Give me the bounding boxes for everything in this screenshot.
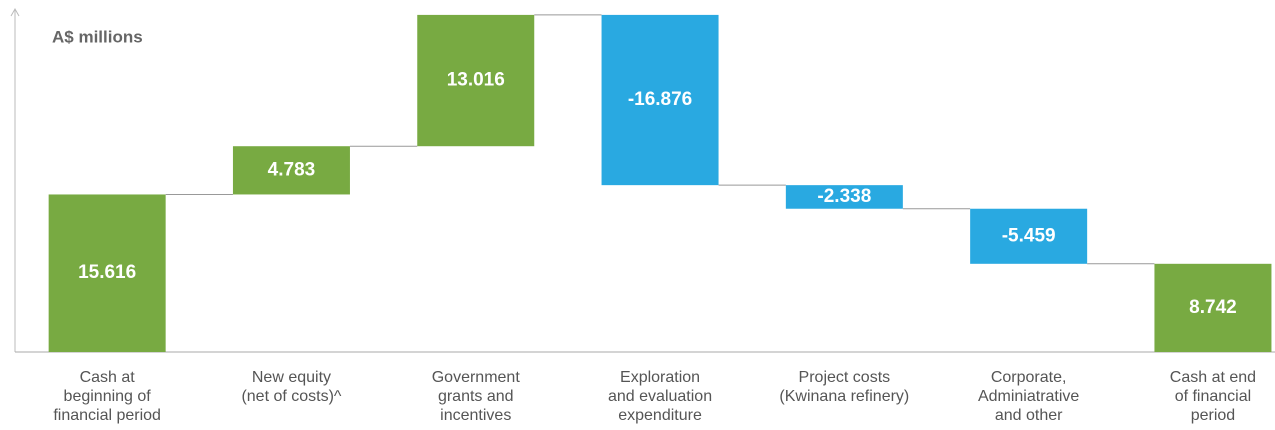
value-label: 13.016 [447, 70, 505, 91]
x-tick-label: beginning of [64, 388, 152, 405]
x-tick-label: New equity [252, 369, 331, 386]
x-tick-label: of financial [1175, 388, 1252, 405]
value-label: -16.876 [628, 89, 692, 110]
bar [785, 185, 903, 209]
x-tick-label: financial period [53, 407, 161, 424]
bar [48, 194, 166, 352]
value-label: -2.338 [817, 186, 871, 207]
x-tick-label: Exploration [620, 369, 700, 386]
x-tick-label: Cash at [80, 369, 136, 386]
value-label: 15.616 [78, 262, 136, 283]
value-label: 4.783 [268, 159, 316, 180]
x-tick-label: Government [432, 369, 521, 386]
bar [970, 208, 1088, 264]
value-label: -5.459 [1002, 225, 1056, 246]
x-tick-label: expenditure [618, 407, 702, 424]
x-tick-label: Adminiatrative [978, 388, 1079, 405]
y-axis-arrow [10, 7, 20, 17]
bar [232, 146, 350, 195]
x-tick-label: and evaluation [608, 388, 712, 405]
x-tick-label: and other [995, 407, 1063, 424]
x-tick-label: grants and [438, 388, 514, 405]
bar [601, 14, 719, 186]
y-axis-label: A$ millions [52, 27, 143, 46]
value-label: 8.742 [1189, 297, 1237, 318]
bar [417, 14, 535, 147]
bar [1154, 263, 1272, 352]
x-tick-label: (net of costs)^ [241, 388, 341, 405]
x-tick-label: Cash at end [1170, 369, 1256, 386]
x-tick-label: period [1191, 407, 1235, 424]
x-tick-label: Corporate, [991, 369, 1067, 386]
x-tick-label: Project costs [799, 369, 891, 386]
x-tick-label: (Kwinana refinery) [779, 388, 909, 405]
x-tick-label: incentives [440, 407, 511, 424]
